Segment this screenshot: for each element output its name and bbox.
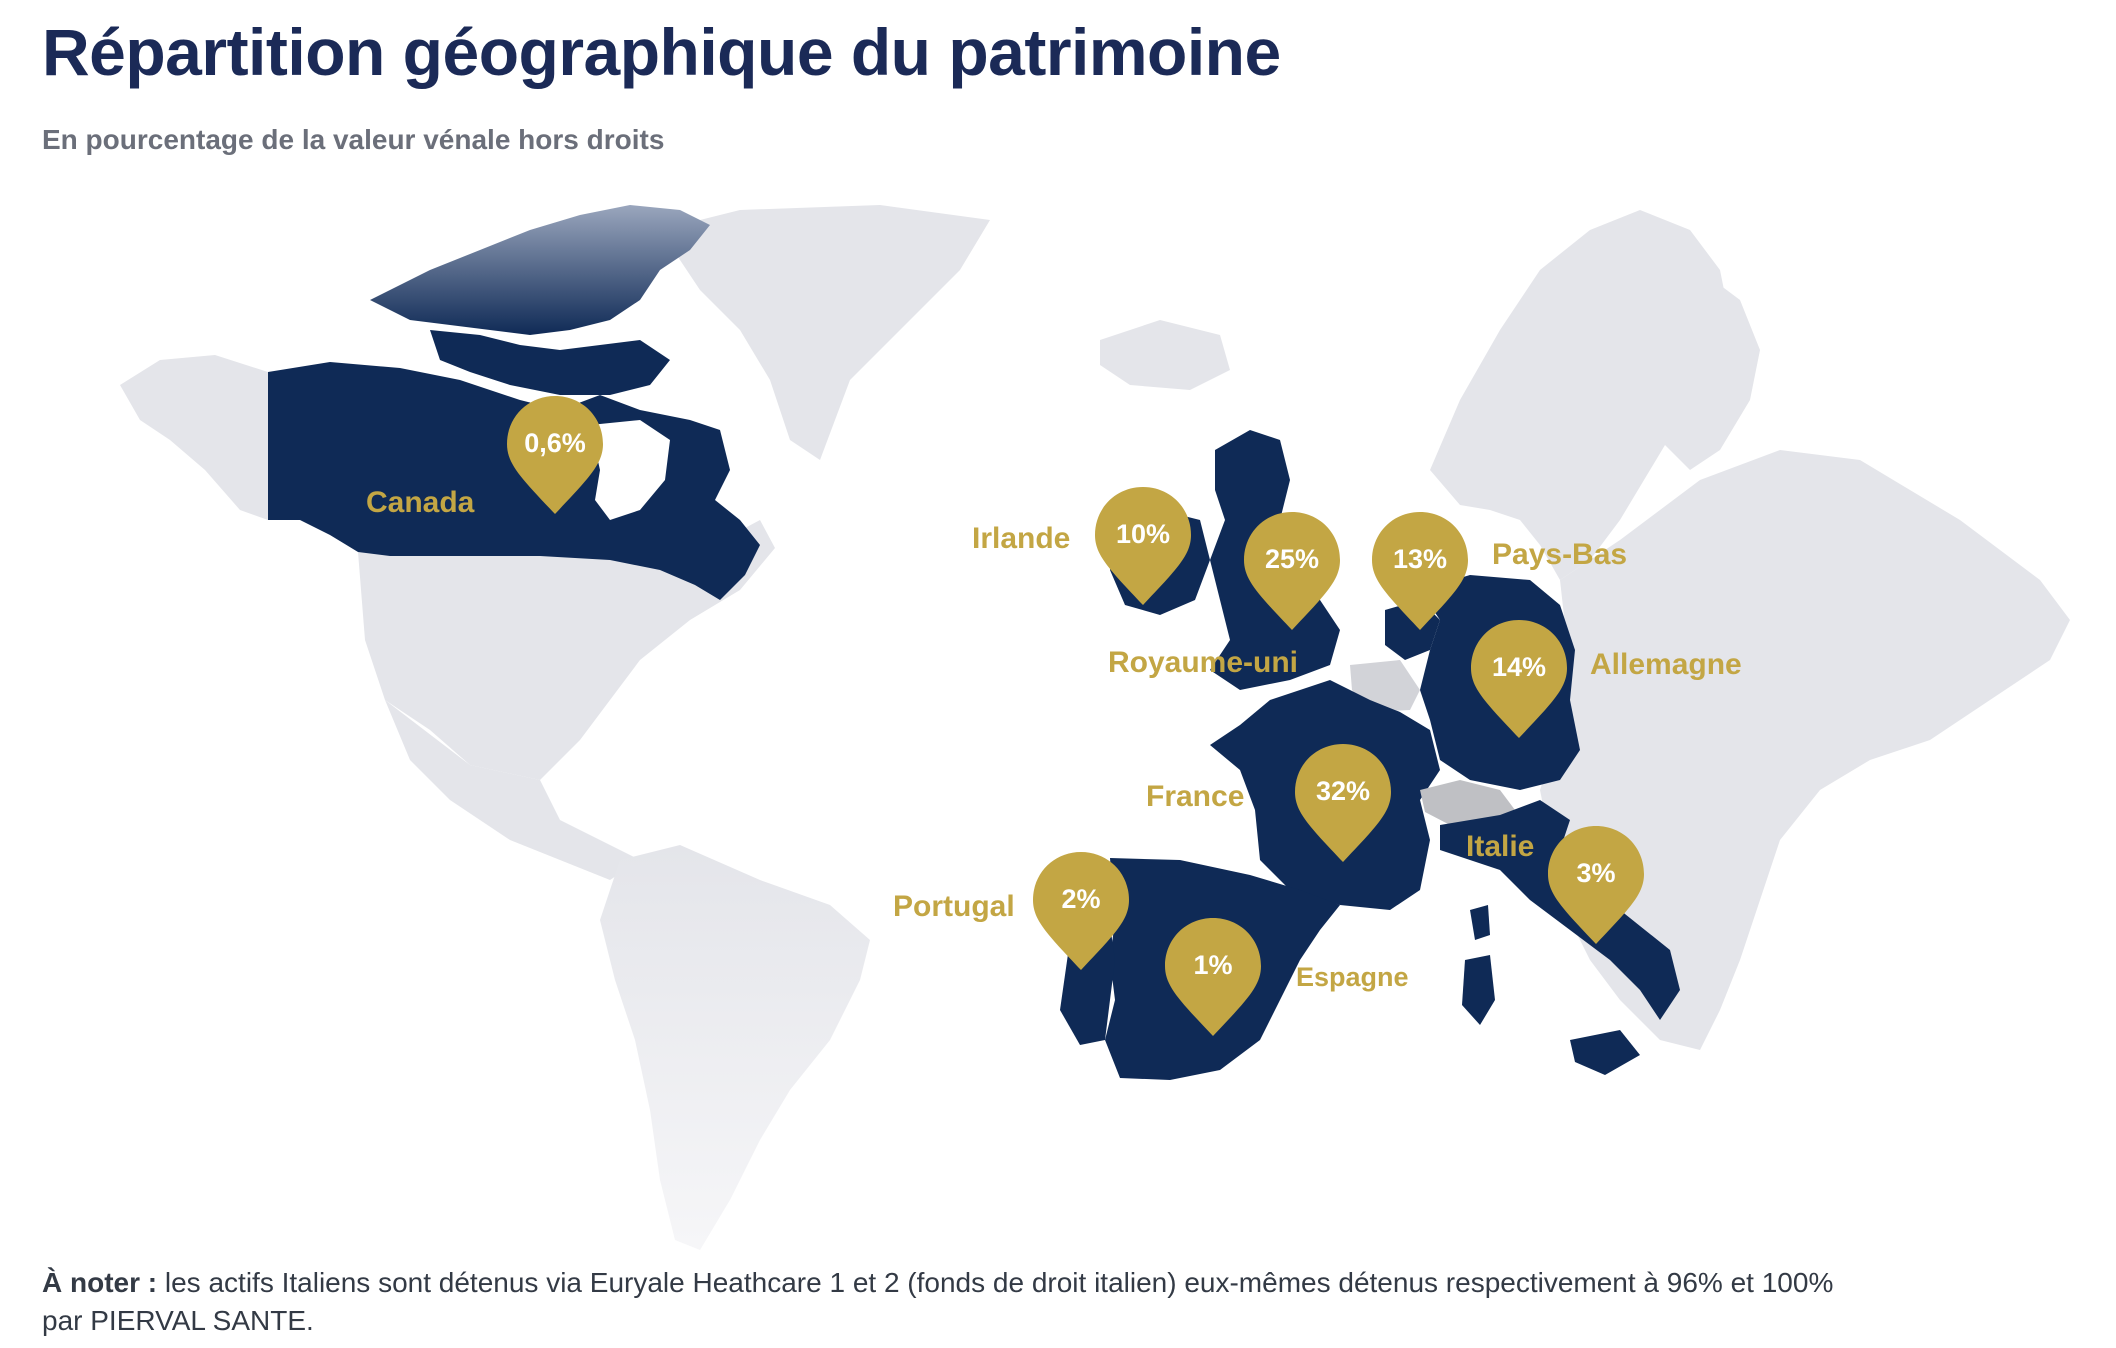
page-subtitle: En pourcentage de la valeur vénale hors …	[42, 124, 665, 155]
pin-marker-icon	[1244, 512, 1340, 630]
corsica	[1470, 905, 1490, 940]
label-pays-bas: Pays-Bas	[1492, 538, 1628, 571]
pin-france: 32%	[1295, 744, 1391, 862]
pin-irlande: 10%	[1095, 487, 1191, 605]
label-espagne: Espagne	[1296, 962, 1409, 992]
label-france: France	[1146, 780, 1245, 813]
land-iceland	[1100, 320, 1230, 390]
pin-portugal: 2%	[1033, 852, 1129, 970]
pin-marker-icon	[1548, 826, 1644, 944]
land-finland	[1650, 270, 1760, 470]
label-royaume-uni: Royaume-uni	[1108, 646, 1299, 679]
label-allemagne: Allemagne	[1590, 648, 1742, 681]
footnote-line-1: les actifs Italiens sont détenus via Eur…	[157, 1267, 1834, 1298]
sardinia	[1462, 955, 1495, 1025]
footnote-line-2: par PIERVAL SANTE.	[42, 1305, 314, 1336]
pin-royaume-uni: 25%	[1244, 512, 1340, 630]
pin-percent: 13%	[1392, 544, 1448, 574]
pin-percent: 14%	[1491, 652, 1547, 682]
pin-marker-icon	[507, 396, 603, 514]
pin-marker-icon	[1295, 744, 1391, 862]
canada-islands-south	[430, 330, 670, 395]
pin-italie: 3%	[1548, 826, 1644, 944]
pin-percent: 2%	[1061, 884, 1101, 914]
page-title: Répartition géographique du patrimoine	[42, 15, 1281, 89]
label-portugal: Portugal	[893, 890, 1015, 923]
land-eastern-europe	[1540, 450, 2070, 1050]
pin-espagne: 1%	[1165, 918, 1261, 1036]
pin-pays-bas: 13%	[1372, 512, 1468, 630]
pin-marker-icon	[1165, 918, 1261, 1036]
pin-percent: 25%	[1264, 544, 1320, 574]
land-greenland	[660, 205, 990, 460]
land-alaska	[120, 355, 268, 520]
pin-marker-icon	[1033, 852, 1129, 970]
country-italy	[1440, 800, 1680, 1020]
land-mexico	[385, 700, 640, 880]
pin-allemagne: 14%	[1471, 620, 1567, 738]
canada-arctic-islands	[370, 205, 710, 335]
land-south-america	[600, 845, 870, 1250]
pin-percent: 3%	[1576, 858, 1616, 888]
pin-marker-icon	[1471, 620, 1567, 738]
pin-canada: 0,6%	[507, 396, 603, 514]
sicily	[1570, 1030, 1640, 1075]
pin-marker-icon	[1372, 512, 1468, 630]
footnote-label: À noter :	[42, 1267, 158, 1298]
pin-percent: 32%	[1315, 776, 1371, 806]
pin-marker-icon	[1095, 487, 1191, 605]
pin-percent: 10%	[1115, 519, 1171, 549]
pin-percent: 0,6%	[524, 428, 586, 458]
country-switzerland	[1420, 780, 1515, 825]
pin-percent: 1%	[1193, 950, 1233, 980]
footnote: À noter : les actifs Italiens sont déten…	[42, 1264, 2072, 1340]
hudson-bay	[590, 420, 670, 520]
label-canada: Canada	[366, 486, 475, 519]
land-usa	[358, 520, 775, 780]
label-irlande: Irlande	[972, 522, 1071, 555]
label-italie: Italie	[1466, 830, 1535, 863]
